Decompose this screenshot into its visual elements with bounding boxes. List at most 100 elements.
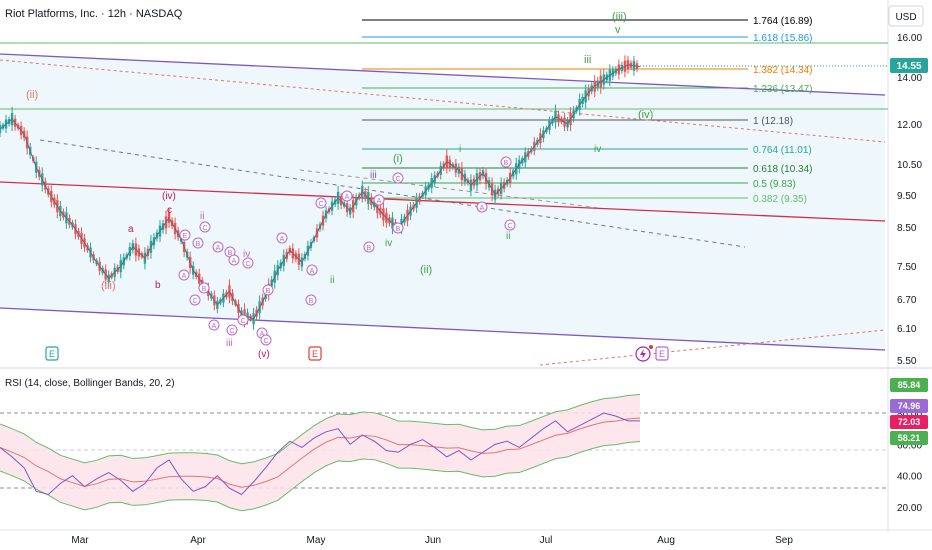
wave-circle-letter: C — [240, 318, 245, 325]
wave-circle-letter: C — [507, 223, 512, 230]
wave-circle-letter: B — [367, 245, 372, 252]
price-tick-label: 5.50 — [897, 356, 917, 367]
rsi-bollinger-lower — [0, 441, 641, 512]
wave-circle-marker — [306, 264, 318, 276]
price-tick-label: 16.00 — [897, 33, 922, 44]
wave-circle-marker — [179, 229, 191, 241]
wave-circle-letter: A — [377, 198, 382, 205]
rsi-tick-label: 20.00 — [897, 503, 922, 514]
price-axis[interactable]: USD 16.00 14.00 12.00 10.50 9.50 8.50 7.50 6.70… — [888, 5, 924, 367]
wave-circle-letter: B — [309, 298, 314, 305]
wave-label-ii-small: ii — [506, 231, 510, 242]
red-trendline — [0, 181, 886, 222]
rsi-tick-label: 40.00 — [897, 472, 922, 483]
wave-label-iii-purple: iii — [226, 338, 233, 349]
wave-label-i-small: i — [459, 144, 461, 155]
wave-circle-letter: A — [182, 273, 187, 280]
wave-circle-marker — [198, 282, 210, 294]
time-tick-label: Mar — [71, 535, 89, 546]
price-tick-label: 7.50 — [897, 262, 917, 273]
wave-label-c: c — [167, 205, 172, 216]
wave-circle-marker — [392, 172, 404, 184]
fib-level-label: 1.618 (15.86) — [753, 33, 813, 44]
wave-labels: (ii) (iii) (iii) v (iv) iii iv (i) (ii) … — [26, 11, 653, 360]
time-axis[interactable]: Mar Apr May Jun Jul Aug Sep — [71, 535, 793, 546]
wave-circle-letter: A — [345, 194, 350, 201]
wave-circle-letter: B — [504, 160, 509, 167]
time-tick-label: Jul — [540, 535, 553, 546]
rsi-bollinger-basis — [0, 417, 641, 488]
wave-circle-marker — [208, 319, 220, 331]
fib-level-label: 1.764 (16.89) — [753, 16, 813, 27]
wave-circle-marker — [476, 201, 488, 213]
rsi-value-badge — [890, 431, 928, 445]
wave-circle-letter: A — [212, 323, 217, 330]
rsi-axis: 80.00 60.00 40.00 20.00 85.84 74.96 72.03 58.21 — [890, 378, 928, 514]
wave-circle-letter: A — [310, 268, 315, 275]
wave-label-i-paren: (i) — [393, 153, 403, 165]
wave-circle-marker — [260, 334, 272, 346]
earnings-marker-2[interactable] — [308, 346, 322, 361]
wave-label-iii-major: (iii) — [101, 280, 116, 292]
wave-circle-letter: B — [202, 286, 207, 293]
wave-circle-marker — [276, 232, 288, 244]
wave-label-v-paren-red: (v) — [258, 349, 270, 360]
wave-label-b: b — [155, 280, 161, 291]
earnings-marker-1[interactable] — [45, 346, 59, 361]
price-tick-label: 10.50 — [897, 160, 922, 171]
rsi-tick-label: 80.00 — [897, 409, 922, 420]
wave-circle-letter: A — [260, 331, 265, 338]
wave-circle-letter: B — [228, 250, 233, 257]
time-tick-label: May — [307, 535, 326, 546]
rsi-value-badge-label: 58.21 — [898, 433, 921, 443]
wave-circle-letter: C — [395, 176, 400, 183]
fib-level-label: 1.236 (13.47) — [753, 84, 813, 95]
last-price-label: 14.55 — [896, 61, 921, 72]
gray-dashed-line-2 — [299, 169, 601, 209]
gray-dashed-line — [39, 139, 746, 248]
fib-level-label: 0.764 (11.01) — [753, 145, 812, 156]
red-dashed-bottom — [539, 329, 886, 366]
wave-circle-letter: C — [202, 225, 207, 232]
rsi-value-badge-label: 85.84 — [898, 380, 921, 390]
earnings-marker-2-label: E — [312, 349, 318, 359]
wave-label-ii-paren: (ii) — [420, 264, 432, 276]
wave-circle-letter: C — [245, 261, 250, 268]
rsi-bollinger-upper — [0, 394, 641, 465]
wave-circle-marker — [500, 156, 512, 168]
wave-label-iv-minor: iv — [594, 144, 601, 155]
wave-circle-marker — [199, 221, 211, 233]
fib-level-label: 0.382 (9.35) — [753, 194, 807, 205]
wave-label-ii-green: ii — [330, 275, 334, 286]
rsi-tick-label: 60.00 — [897, 440, 922, 451]
wave-label-ii-major: (ii) — [26, 89, 38, 101]
wave-label-iv-paren-red: (iv) — [162, 191, 176, 202]
wave-circle-letter: E — [183, 233, 188, 240]
wave-label-iii-small: iii — [370, 170, 377, 181]
event-markers[interactable]: E E E — [45, 345, 669, 362]
earnings-marker-3[interactable] — [655, 346, 669, 361]
wave-circle-marker — [189, 294, 201, 306]
wave-circle-marker — [242, 257, 254, 269]
price-tick-label: 14.00 — [897, 73, 922, 84]
fib-labels: 1.764 (16.89) 1.618 (15.86) 1.382 (14.34) 1… — [753, 16, 813, 205]
red-dashed-top — [0, 59, 886, 143]
wave-circle-marker — [228, 254, 240, 266]
fib-level-label: 0.5 (9.83) — [753, 179, 796, 190]
time-tick-label: Apr — [190, 535, 206, 546]
rsi-value-badge — [890, 415, 928, 429]
currency-button[interactable] — [888, 5, 924, 27]
wave-circle-marker — [212, 241, 224, 253]
wave-label-v-top: v — [615, 24, 621, 36]
wave-circle-marker — [363, 241, 375, 253]
price-tick-label: 6.70 — [897, 295, 917, 306]
last-price-badge: 14.55 — [890, 58, 928, 73]
price-tick-label: 12.00 — [897, 120, 922, 131]
earnings-marker-1-label: E — [49, 349, 55, 359]
wave-circle-letter: A — [232, 258, 237, 265]
wave-label-a: a — [128, 224, 134, 235]
fib-level-label: 0.618 (10.34) — [753, 164, 813, 175]
